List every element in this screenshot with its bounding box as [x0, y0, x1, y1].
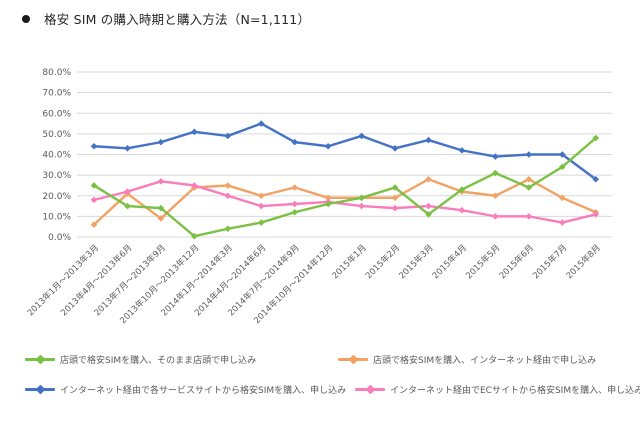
- y-axis-labels: 0.0% 10.0% 20.0% 30.0% 40.0% 50.0% 60.0% 70.0% 8…: [42, 68, 71, 243]
- bullet-icon: [22, 14, 30, 23]
- data-point-marker: [592, 211, 600, 218]
- x-axis-labels: 2013年1月～2013年3月2013年4月～2013年6月2013年7月～20…: [25, 242, 603, 326]
- y-tick-label: 10.0%: [42, 212, 71, 222]
- x-tick-label: 2015年6月: [497, 242, 536, 281]
- gridlines: [77, 71, 612, 238]
- series-1: [90, 175, 600, 228]
- data-point-marker: [124, 188, 131, 195]
- y-tick-label: 70.0%: [42, 89, 71, 99]
- x-tick-label: 2015年3月: [397, 242, 436, 281]
- data-point-marker: [525, 175, 533, 183]
- data-point-marker: [425, 175, 432, 183]
- data-point-marker: [124, 145, 131, 152]
- series-2: [90, 120, 600, 183]
- data-point-marker: [90, 196, 98, 204]
- data-point-marker: [525, 184, 533, 191]
- data-point-marker: [525, 151, 533, 158]
- y-tick-label: 40.0%: [42, 151, 71, 161]
- page-title: 格安 SIM の購入時期と購入方法（N=1,111）: [44, 12, 311, 27]
- data-point-marker: [191, 128, 198, 136]
- y-tick-label: 0.0%: [48, 233, 71, 243]
- data-point-marker: [291, 200, 298, 208]
- data-point-marker: [559, 194, 566, 202]
- series-line: [92, 180, 597, 224]
- data-point-marker: [224, 182, 232, 189]
- y-tick-label: 20.0%: [42, 192, 71, 202]
- data-point-marker: [157, 204, 165, 212]
- data-point-marker: [492, 192, 499, 200]
- data-point-marker: [257, 202, 265, 210]
- y-tick-label: 80.0%: [42, 68, 71, 78]
- series-line: [92, 122, 597, 181]
- data-point-marker: [492, 213, 499, 220]
- data-point-marker: [391, 145, 399, 152]
- series-3: [90, 178, 600, 226]
- data-point-marker: [425, 202, 432, 210]
- data-point-marker: [324, 200, 332, 208]
- x-tick-label: 2015年8月: [564, 242, 603, 281]
- data-point-marker: [224, 225, 232, 233]
- y-tick-label: 50.0%: [42, 130, 71, 140]
- data-point-marker: [492, 153, 499, 160]
- data-point-marker: [559, 219, 566, 226]
- x-tick-label: 2015年4月: [430, 242, 469, 281]
- data-point-marker: [592, 175, 600, 183]
- data-point-marker: [191, 232, 198, 240]
- data-point-marker: [559, 163, 566, 171]
- data-point-marker: [358, 202, 365, 210]
- x-tick-label: 2015年2月: [363, 242, 402, 281]
- data-point-marker: [592, 134, 600, 142]
- data-point-marker: [391, 194, 399, 202]
- data-point-marker: [224, 192, 232, 200]
- data-point-marker: [157, 178, 165, 185]
- data-point-marker: [458, 147, 466, 154]
- data-point-marker: [90, 182, 98, 189]
- data-point-marker: [291, 208, 298, 216]
- data-point-marker: [324, 194, 332, 202]
- chart-title-row: 格安 SIM の購入時期と購入方法（N=1,111）: [22, 9, 310, 28]
- data-point-marker: [191, 182, 198, 189]
- y-tick-label: 30.0%: [42, 171, 71, 181]
- data-point-marker: [391, 184, 399, 191]
- data-point-marker: [324, 142, 332, 150]
- y-tick-label: 60.0%: [42, 109, 71, 119]
- data-point-marker: [90, 221, 98, 228]
- x-tick-label: 2015年7月: [530, 242, 569, 281]
- data-point-marker: [291, 184, 298, 191]
- x-tick-label: 2015年5月: [464, 242, 503, 281]
- data-point-marker: [425, 136, 432, 144]
- data-point-marker: [124, 202, 131, 210]
- series-line: [92, 136, 597, 238]
- x-tick-label: 2015年1月: [330, 242, 369, 281]
- data-point-marker: [358, 132, 365, 140]
- series-line: [92, 178, 597, 226]
- data-point-marker: [425, 211, 432, 218]
- data-point-marker: [157, 138, 165, 146]
- data-point-marker: [391, 204, 399, 212]
- data-point-marker: [257, 120, 265, 127]
- data-point-marker: [358, 194, 365, 202]
- data-point-marker: [257, 219, 265, 226]
- data-point-marker: [224, 132, 232, 140]
- data-point-marker: [525, 213, 533, 220]
- data-point-marker: [458, 186, 466, 193]
- data-point-marker: [90, 142, 98, 150]
- data-point-marker: [157, 215, 165, 222]
- series-0: [90, 134, 600, 240]
- data-point-marker: [458, 206, 466, 214]
- data-point-marker: [559, 151, 566, 158]
- data-point-marker: [257, 192, 265, 200]
- data-point-marker: [492, 169, 499, 177]
- data-point-marker: [291, 138, 298, 146]
